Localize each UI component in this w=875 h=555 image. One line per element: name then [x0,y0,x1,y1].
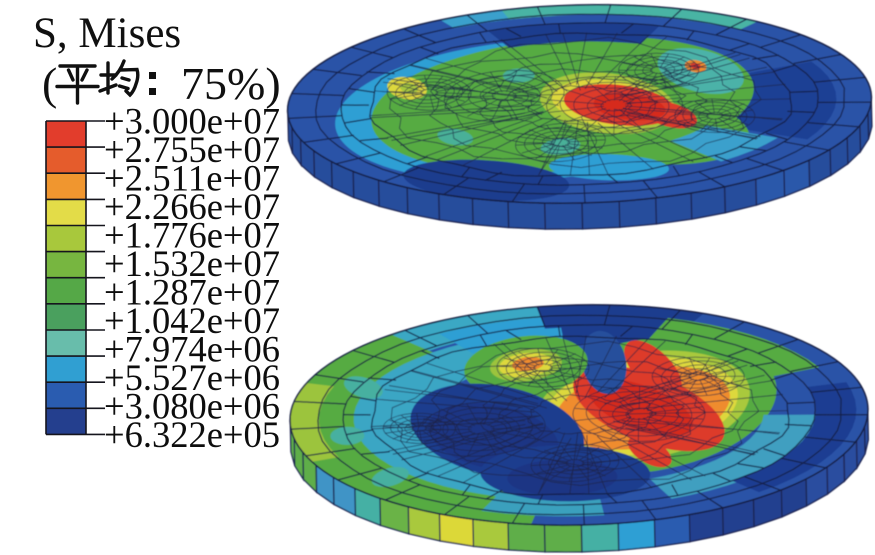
svg-text:(: ( [42,58,57,109]
svg-text:+1.287e+07: +1.287e+07 [104,271,280,312]
svg-text:S, Mises: S, Mises [33,10,181,57]
svg-text:+1.776e+07: +1.776e+07 [104,214,280,255]
svg-text:+1.042e+07: +1.042e+07 [104,300,280,341]
svg-text:+6.322e+05: +6.322e+05 [104,414,280,455]
svg-text:+2.755e+07: +2.755e+07 [104,129,280,170]
svg-text:+2.511e+07: +2.511e+07 [104,157,280,198]
svg-text:+3.000e+07: +3.000e+07 [104,100,280,141]
svg-text:+3.080e+06: +3.080e+06 [104,385,280,426]
svg-text:+7.974e+06: +7.974e+06 [104,328,280,369]
svg-text:+1.532e+07: +1.532e+07 [104,243,280,284]
svg-text:+5.527e+06: +5.527e+06 [104,357,280,398]
svg-text:+2.266e+07: +2.266e+07 [104,186,280,227]
svg-text:75%): 75%) [181,58,281,109]
